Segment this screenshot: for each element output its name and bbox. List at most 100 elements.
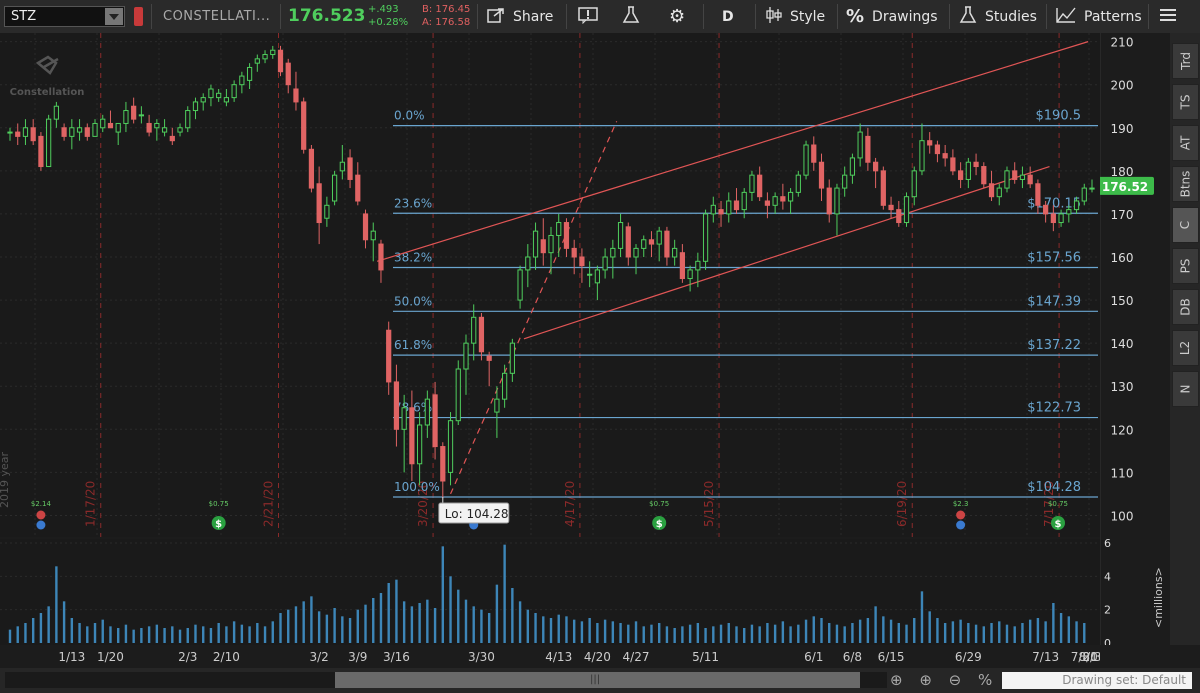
volume-bar[interactable] — [735, 626, 738, 643]
volume-bar[interactable] — [905, 624, 908, 643]
volume-bar[interactable] — [789, 626, 792, 643]
volume-bar[interactable] — [936, 618, 939, 643]
candle-body[interactable] — [46, 118, 52, 168]
volume-bar[interactable] — [835, 624, 839, 643]
candle-body[interactable] — [919, 140, 925, 172]
flask-button[interactable] — [622, 0, 640, 33]
candle-body[interactable] — [1035, 183, 1041, 206]
candle-body[interactable] — [525, 256, 531, 271]
volume-bar[interactable] — [433, 608, 437, 643]
candle-body[interactable] — [509, 342, 515, 374]
volume-bar[interactable] — [1067, 616, 1071, 643]
candle-body[interactable] — [834, 187, 840, 215]
side-tab-ts[interactable]: TS — [1172, 84, 1199, 120]
candle-body[interactable] — [301, 101, 307, 150]
volume-bar[interactable] — [163, 628, 166, 643]
trendline[interactable] — [523, 165, 1050, 340]
volume-bar[interactable] — [194, 624, 197, 643]
volume-bar[interactable] — [372, 598, 375, 643]
volume-bar[interactable] — [658, 623, 661, 643]
volume-bar[interactable] — [1059, 613, 1063, 643]
volume-bar[interactable] — [750, 624, 754, 643]
candle-body[interactable] — [115, 122, 121, 133]
volume-bar[interactable] — [704, 628, 707, 643]
candle-body[interactable] — [316, 183, 322, 224]
candle-body[interactable] — [849, 157, 856, 176]
volume-bar[interactable] — [982, 626, 985, 643]
volume-bar[interactable] — [93, 623, 97, 643]
volume-bar[interactable] — [1028, 619, 1032, 643]
candle-body[interactable] — [733, 200, 740, 211]
volume-bar[interactable] — [263, 626, 267, 643]
candle-body[interactable] — [270, 49, 276, 56]
candle-body[interactable] — [177, 127, 183, 133]
candle-body[interactable] — [1058, 213, 1064, 224]
volume-bar[interactable] — [526, 609, 530, 643]
volume-bar[interactable] — [410, 606, 414, 643]
candle-body[interactable] — [324, 204, 330, 219]
candle-body[interactable] — [401, 407, 407, 430]
candle-body[interactable] — [772, 196, 778, 206]
candle-body[interactable] — [38, 135, 44, 168]
candle-body[interactable] — [277, 49, 284, 73]
candle-body[interactable] — [432, 394, 438, 448]
volume-bar[interactable] — [310, 596, 313, 643]
candle-body[interactable] — [378, 243, 384, 271]
candle-body[interactable] — [517, 269, 523, 301]
studies-button[interactable]: Studies — [959, 0, 1037, 33]
side-tab-trd[interactable]: Trd — [1172, 43, 1199, 79]
volume-bar[interactable] — [511, 588, 514, 643]
volume-bar[interactable] — [889, 619, 893, 643]
trendline[interactable] — [376, 41, 1089, 262]
candle-body[interactable] — [463, 342, 469, 370]
volume-bar[interactable] — [132, 629, 135, 643]
volume-bar[interactable] — [611, 621, 615, 643]
candle-body[interactable] — [455, 368, 461, 422]
volume-bar[interactable] — [974, 624, 978, 643]
volume-bar[interactable] — [232, 621, 236, 643]
volume-bar[interactable] — [549, 618, 553, 643]
drawing-set-dropdown[interactable]: Drawing set: Default — [1002, 672, 1192, 689]
volume-bar[interactable] — [673, 628, 676, 643]
volume-bar[interactable] — [294, 606, 298, 643]
candle-body[interactable] — [1043, 204, 1049, 215]
candle-body[interactable] — [53, 105, 59, 120]
candle-body[interactable] — [710, 204, 716, 215]
candle-body[interactable] — [718, 209, 724, 215]
candle-body[interactable] — [610, 247, 616, 258]
candle-body[interactable] — [161, 127, 168, 133]
volume-bar[interactable] — [171, 626, 174, 643]
candle-body[interactable] — [942, 153, 948, 159]
volume-bar[interactable] — [78, 623, 81, 643]
volume-bar[interactable] — [47, 606, 50, 643]
volume-bar[interactable] — [1005, 624, 1009, 643]
candle-body[interactable] — [447, 420, 454, 473]
volume-bar[interactable] — [712, 626, 715, 643]
candle-body[interactable] — [896, 209, 902, 224]
candle-body[interactable] — [370, 230, 376, 241]
scrollbar[interactable]: ||| — [5, 672, 887, 688]
candle-body[interactable] — [556, 222, 562, 236]
candle-body[interactable] — [1012, 170, 1018, 180]
volume-bar[interactable] — [248, 626, 251, 643]
volume-bar[interactable] — [472, 606, 475, 643]
volume-bar[interactable] — [743, 628, 746, 643]
candle-body[interactable] — [641, 239, 647, 249]
volume-bar[interactable] — [897, 623, 900, 643]
candle-body[interactable] — [540, 239, 546, 254]
candle-body[interactable] — [208, 88, 214, 99]
volume-bar[interactable] — [333, 608, 336, 643]
candle-body[interactable] — [15, 131, 21, 137]
volume-bar[interactable] — [572, 619, 576, 643]
candle-body[interactable] — [872, 161, 879, 172]
volume-bar[interactable] — [62, 601, 66, 643]
volume-chart[interactable] — [0, 539, 1100, 645]
volume-bar[interactable] — [31, 618, 35, 643]
volume-bar[interactable] — [773, 624, 777, 643]
candle-body[interactable] — [594, 269, 600, 284]
volume-bar[interactable] — [820, 618, 823, 643]
alert-button[interactable] — [578, 0, 598, 33]
candle-body[interactable] — [1081, 187, 1087, 202]
candle-body[interactable] — [988, 183, 995, 198]
candle-body[interactable] — [865, 135, 871, 163]
